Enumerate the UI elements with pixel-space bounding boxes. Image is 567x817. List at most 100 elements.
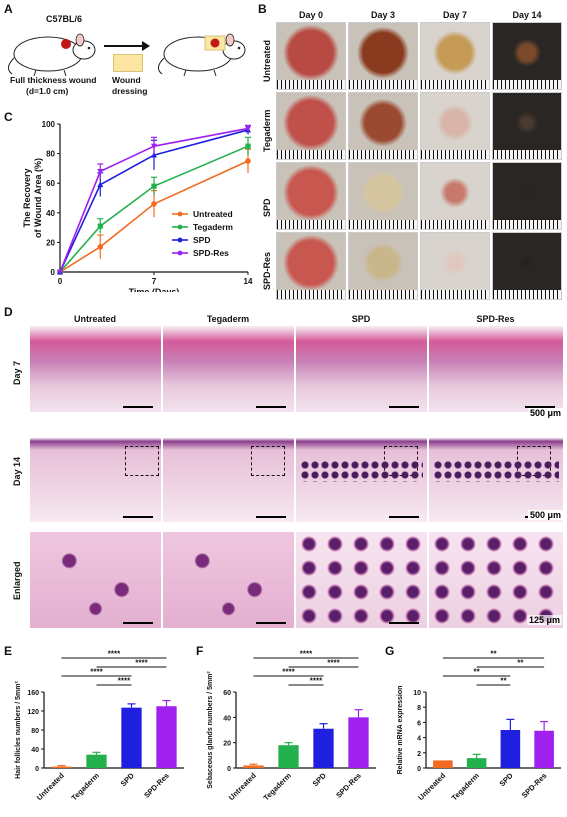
ruler <box>493 150 561 159</box>
x-tick-label: SPD <box>498 771 516 789</box>
x-tick-label: 7 <box>152 277 157 286</box>
data-point <box>97 244 104 250</box>
mrna-expression-bar-chart: 0 2 4 6 8 10 Relative mRNA expression Untreated… <box>397 650 561 802</box>
x-tick-label: SPD-Res <box>142 771 171 800</box>
bar <box>51 766 72 768</box>
panelb-col-day0: Day 0 <box>298 10 324 20</box>
y-tick-label: 0 <box>35 766 39 773</box>
wound-photo <box>276 22 346 90</box>
mouse-illustration-right <box>158 33 246 77</box>
ruler <box>277 290 345 299</box>
arrow-caption-1: Wound <box>112 75 141 85</box>
bar <box>313 728 334 768</box>
legend-label: Untreated <box>193 209 233 219</box>
histology-image <box>429 326 563 412</box>
y-axis-label: Relative mRNA expression <box>397 686 404 775</box>
wound-photo <box>276 162 346 230</box>
bar <box>500 730 521 768</box>
panelb-row-spdres: SPD-Res <box>262 251 272 290</box>
wound-photo <box>492 22 562 90</box>
wound-photo <box>348 92 418 160</box>
y-tick-label: 0 <box>417 766 421 773</box>
ruler <box>421 150 489 159</box>
paneld-row-enlarged: Enlarged <box>12 561 22 600</box>
x-tick-label: Untreated <box>35 771 66 802</box>
arrow-icon <box>104 41 150 51</box>
scale-label-day7: 500 μm <box>528 408 564 418</box>
ruler <box>421 290 489 299</box>
panelb-row-spd: SPD <box>262 198 272 217</box>
scale-bar <box>123 516 153 518</box>
panelb-col-day3: Day 3 <box>370 10 396 20</box>
histology-image <box>429 426 563 522</box>
histology-enlarged-image <box>30 532 161 628</box>
recovery-line-chart: 0 20 40 60 80 100 0 7 14 Time (Days) The Recovery o… <box>22 120 253 292</box>
x-tick-label: 14 <box>244 277 253 286</box>
legend-label: SPD <box>193 235 210 245</box>
wound-photo <box>348 22 418 90</box>
panel-letter-c: C <box>4 110 13 124</box>
wound-photo <box>420 92 490 160</box>
x-tick-label: SPD-Res <box>334 771 363 800</box>
hair-follicles-bar-chart: 0 40 80 120 160 Hair follicles numbers / 5mm²… <box>15 650 184 803</box>
y-tick-label: 100 <box>42 120 56 129</box>
scale-bar <box>123 622 153 624</box>
mouse-illustration-left <box>8 33 96 77</box>
histology-image <box>296 326 427 412</box>
zoom-region-box <box>251 446 285 476</box>
paneld-col-untreated: Untreated <box>73 314 116 324</box>
wound-photo <box>420 162 490 230</box>
histology-image <box>163 326 294 412</box>
wound-diameter-caption: (d=1.0 cm) <box>26 86 69 96</box>
histology-enlarged-image <box>296 532 427 628</box>
panelb-row-tegaderm: Tegaderm <box>262 109 272 152</box>
ruler <box>493 220 561 229</box>
y-tick-label: 80 <box>31 728 39 735</box>
x-tick-label: Tegaderm <box>70 771 102 803</box>
y-tick-label: 120 <box>27 709 39 716</box>
bar <box>278 745 299 768</box>
legend-marker <box>177 211 183 217</box>
paneld-col-spdres: SPD-Res <box>476 314 515 324</box>
wound-caption: Full thickness wound <box>10 75 97 85</box>
ruler <box>277 80 345 89</box>
y-tick-label: 20 <box>46 238 55 247</box>
sebaceous-glands-bar-chart: 0 20 40 60 Sebaceous glands numbers / 5mm² Un… <box>207 650 376 803</box>
histology-enlarged-image <box>163 532 294 628</box>
y-tick-label: 2 <box>417 751 421 758</box>
y-tick-label: 40 <box>46 209 55 218</box>
legend-marker <box>177 224 183 230</box>
histology-enlarged-image <box>429 532 563 628</box>
x-tick-label: SPD <box>311 771 329 789</box>
panel-letter-d: D <box>4 305 13 319</box>
wound-photo <box>420 232 490 300</box>
histology-grid <box>30 326 563 636</box>
y-tick-label: 40 <box>223 715 231 722</box>
y-tick-label: 80 <box>46 150 55 159</box>
y-tick-label: 10 <box>413 690 421 697</box>
data-point <box>97 181 104 188</box>
series-line <box>59 160 249 273</box>
panel-a-schematic: C57BL/6 Full thickness wound (d=1.0 cm) … <box>0 0 250 105</box>
legend-label: Tegaderm <box>193 222 233 232</box>
x-tick-label: Tegaderm <box>262 771 294 803</box>
scale-label-day14: 500 μm <box>528 510 564 520</box>
y-tick-label: 60 <box>223 690 231 697</box>
x-tick-label: Untreated <box>416 771 447 802</box>
legend-marker <box>177 250 183 256</box>
data-point <box>245 143 251 149</box>
data-point <box>245 158 251 164</box>
wound-photo <box>276 232 346 300</box>
scale-bar <box>123 406 153 408</box>
histology-image <box>163 426 294 522</box>
x-tick-label: SPD <box>119 771 137 789</box>
wound-photo <box>492 92 562 160</box>
panel-letter-b: B <box>258 2 267 16</box>
series-line <box>59 145 249 273</box>
y-tick-label: 4 <box>417 736 421 743</box>
ruler <box>493 80 561 89</box>
scale-label-enlarged: 125 μm <box>527 615 563 625</box>
ruler <box>349 220 417 229</box>
paneld-col-tegaderm: Tegaderm <box>206 314 250 324</box>
panel-letter-a: A <box>4 2 13 16</box>
